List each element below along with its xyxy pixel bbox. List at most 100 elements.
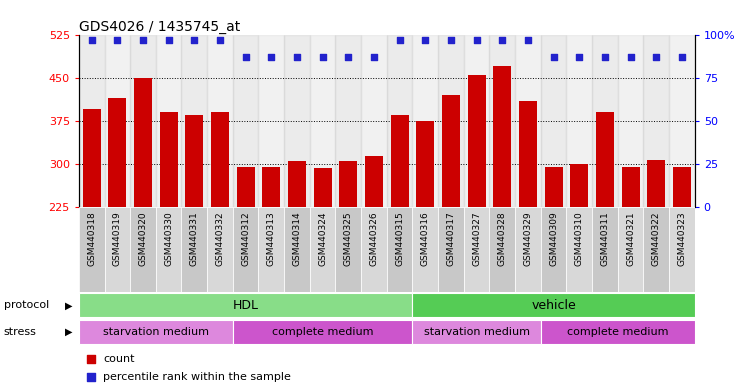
Text: GSM440327: GSM440327 <box>472 212 481 266</box>
Point <box>317 54 329 60</box>
Point <box>291 54 303 60</box>
Bar <box>644 207 669 292</box>
Bar <box>617 207 644 292</box>
Text: GSM440312: GSM440312 <box>241 212 250 266</box>
Text: GSM440323: GSM440323 <box>677 212 686 266</box>
Bar <box>336 207 361 292</box>
Text: complete medium: complete medium <box>272 327 373 337</box>
Point <box>163 37 175 43</box>
Bar <box>79 293 412 317</box>
Bar <box>438 207 464 292</box>
Bar <box>596 112 614 207</box>
Bar <box>365 156 383 207</box>
Text: GSM440330: GSM440330 <box>164 212 173 266</box>
Bar <box>515 207 541 292</box>
Text: percentile rank within the sample: percentile rank within the sample <box>104 372 291 382</box>
Bar <box>310 35 336 207</box>
Text: GSM440318: GSM440318 <box>87 212 96 266</box>
Bar <box>387 207 412 292</box>
Bar <box>130 207 156 292</box>
Bar <box>156 207 182 292</box>
Bar <box>83 109 101 207</box>
Text: GSM440328: GSM440328 <box>498 212 507 266</box>
Bar <box>566 35 592 207</box>
Point <box>573 54 585 60</box>
Point <box>419 37 431 43</box>
Bar <box>160 112 178 207</box>
Text: GSM440319: GSM440319 <box>113 212 122 266</box>
Bar <box>622 167 640 207</box>
Bar <box>592 207 617 292</box>
Bar <box>258 35 284 207</box>
Bar <box>134 78 152 207</box>
Bar <box>617 35 644 207</box>
Bar <box>416 121 434 207</box>
Bar <box>544 167 562 207</box>
Text: count: count <box>104 354 135 364</box>
Bar <box>412 293 695 317</box>
Bar <box>284 35 310 207</box>
Text: starvation medium: starvation medium <box>103 327 209 337</box>
Bar <box>515 35 541 207</box>
Bar <box>490 35 515 207</box>
Text: starvation medium: starvation medium <box>424 327 529 337</box>
Bar <box>336 35 361 207</box>
Bar <box>566 207 592 292</box>
Text: GSM440313: GSM440313 <box>267 212 276 266</box>
Bar <box>387 35 412 207</box>
Text: GSM440320: GSM440320 <box>138 212 147 266</box>
Bar <box>673 167 691 207</box>
Bar <box>182 207 207 292</box>
Bar <box>233 207 258 292</box>
Bar <box>79 207 104 292</box>
Point <box>547 54 559 60</box>
Bar <box>258 207 284 292</box>
Bar <box>464 207 490 292</box>
Text: GSM440315: GSM440315 <box>395 212 404 266</box>
Point <box>496 37 508 43</box>
Point <box>394 37 406 43</box>
Point <box>240 54 252 60</box>
Point <box>471 37 483 43</box>
Bar <box>79 35 104 207</box>
Bar <box>412 320 541 344</box>
Bar <box>104 207 130 292</box>
Point <box>650 54 662 60</box>
Point <box>368 54 380 60</box>
Text: GSM440332: GSM440332 <box>216 212 225 266</box>
Bar <box>104 35 130 207</box>
Bar <box>314 168 332 207</box>
Bar <box>493 66 511 207</box>
Bar <box>438 35 464 207</box>
Text: GSM440322: GSM440322 <box>652 212 661 266</box>
Text: GSM440310: GSM440310 <box>575 212 584 266</box>
Text: stress: stress <box>4 327 37 337</box>
Bar <box>442 95 460 207</box>
Point <box>625 54 637 60</box>
Bar <box>339 161 357 207</box>
Point <box>214 37 226 43</box>
Bar <box>108 98 126 207</box>
Point <box>111 37 123 43</box>
Point <box>85 356 97 362</box>
Point <box>676 54 688 60</box>
Text: protocol: protocol <box>4 300 49 310</box>
Bar <box>233 35 258 207</box>
Text: GSM440329: GSM440329 <box>523 212 532 266</box>
Bar <box>412 207 438 292</box>
Point <box>189 37 201 43</box>
Bar <box>284 207 310 292</box>
Point <box>522 37 534 43</box>
Text: GSM440311: GSM440311 <box>600 212 609 266</box>
Point <box>599 54 611 60</box>
Bar <box>361 35 387 207</box>
Text: GSM440324: GSM440324 <box>318 212 327 266</box>
Bar <box>468 75 486 207</box>
Text: GSM440331: GSM440331 <box>190 212 199 266</box>
Bar <box>570 164 588 207</box>
Bar <box>211 112 229 207</box>
Bar <box>592 35 617 207</box>
Bar <box>361 207 387 292</box>
Bar <box>207 35 233 207</box>
Bar <box>130 35 156 207</box>
